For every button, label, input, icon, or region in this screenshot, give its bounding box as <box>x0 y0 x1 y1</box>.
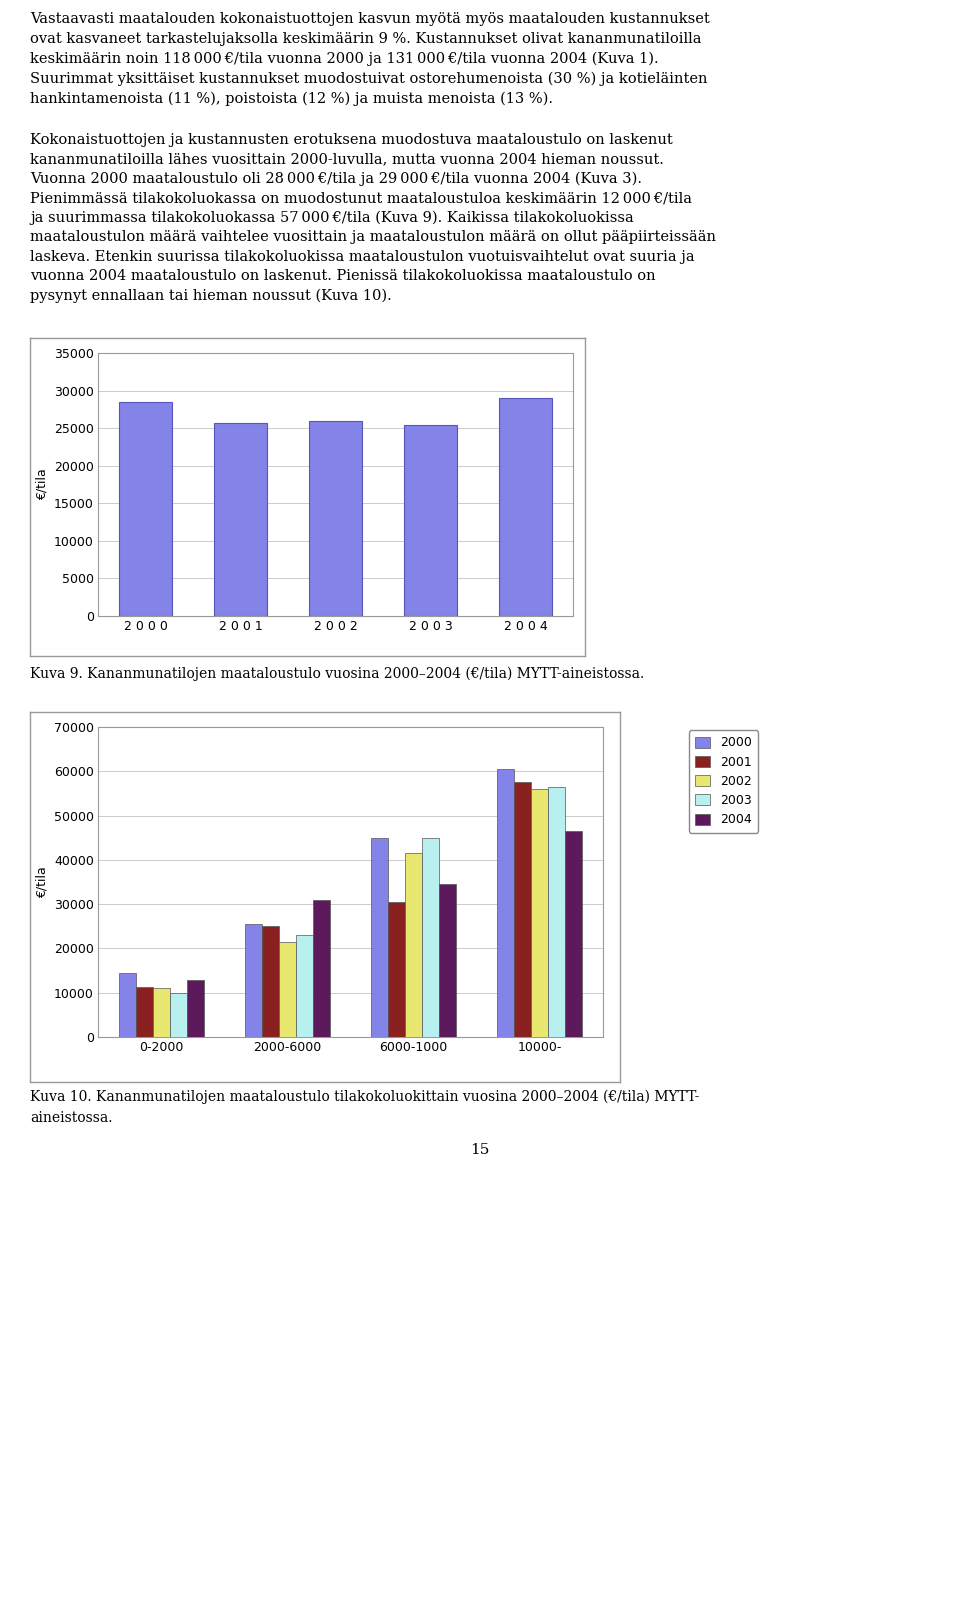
Text: aineistossa.: aineistossa. <box>30 1112 112 1124</box>
Text: Kuva 9. Kananmunatilojen maataloustulo vuosina 2000–2004 (€/tila) MYTT-aineistos: Kuva 9. Kananmunatilojen maataloustulo v… <box>30 667 644 682</box>
Bar <box>262 926 278 1038</box>
Text: 15: 15 <box>470 1144 490 1158</box>
Bar <box>296 935 313 1038</box>
Text: Kokonaistuottojen ja kustannusten erotuksena muodostuva maataloustulo on laskenu: Kokonaistuottojen ja kustannusten erotuk… <box>30 133 673 148</box>
Bar <box>388 901 405 1038</box>
Bar <box>404 425 457 616</box>
Text: Vuonna 2000 maataloustulo oli 28 000 €/tila ja 29 000 €/tila vuonna 2004 (Kuva 3: Vuonna 2000 maataloustulo oli 28 000 €/t… <box>30 172 642 186</box>
Bar <box>515 783 531 1038</box>
Bar <box>245 924 262 1038</box>
Text: pysynyt ennallaan tai hieman noussut (Kuva 10).: pysynyt ennallaan tai hieman noussut (Ku… <box>30 289 392 303</box>
Text: ja suurimmassa tilakokoluokassa 57 000 €/tila (Kuva 9). Kaikissa tilakokoluokiss: ja suurimmassa tilakokoluokassa 57 000 €… <box>30 210 634 225</box>
Bar <box>214 423 267 616</box>
Bar <box>170 993 186 1038</box>
Text: Vastaavasti maatalouden kokonaistuottojen kasvun myötä myös maatalouden kustannu: Vastaavasti maatalouden kokonaistuottoje… <box>30 11 709 26</box>
Bar <box>278 942 296 1038</box>
Text: maataloustulon määrä vaihtelee vuosittain ja maataloustulon määrä on ollut pääpi: maataloustulon määrä vaihtelee vuosittai… <box>30 231 716 244</box>
Y-axis label: €/tila: €/tila <box>36 866 48 898</box>
Bar <box>186 980 204 1038</box>
Bar <box>371 837 388 1038</box>
Text: ovat kasvaneet tarkastelujaksolla keskimäärin 9 %. Kustannukset olivat kananmuna: ovat kasvaneet tarkastelujaksolla keskim… <box>30 32 702 47</box>
Bar <box>135 988 153 1038</box>
Text: Pienimmässä tilakokoluokassa on muodostunut maataloustuloa keskimäärin 12 000 €/: Pienimmässä tilakokoluokassa on muodostu… <box>30 191 692 205</box>
Text: laskeva. Etenkin suurissa tilakokoluokissa maataloustulon vuotuisvaihtelut ovat : laskeva. Etenkin suurissa tilakokoluokis… <box>30 250 695 263</box>
Bar <box>153 988 170 1038</box>
Bar <box>565 831 583 1038</box>
Bar <box>548 788 565 1038</box>
Bar <box>119 403 172 616</box>
Bar <box>309 420 362 616</box>
Bar <box>313 900 330 1038</box>
Text: Kuva 10. Kananmunatilojen maataloustulo tilakokoluokittain vuosina 2000–2004 (€/: Kuva 10. Kananmunatilojen maataloustulo … <box>30 1091 700 1105</box>
Text: keskimäärin noin 118 000 €/tila vuonna 2000 ja 131 000 €/tila vuonna 2004 (Kuva : keskimäärin noin 118 000 €/tila vuonna 2… <box>30 51 659 66</box>
Bar <box>118 972 135 1038</box>
Bar <box>422 837 439 1038</box>
Text: vuonna 2004 maataloustulo on laskenut. Pienissä tilakokoluokissa maataloustulo o: vuonna 2004 maataloustulo on laskenut. P… <box>30 269 656 284</box>
Text: kananmunatiloilla lähes vuosittain 2000-luvulla, mutta vuonna 2004 hieman noussu: kananmunatiloilla lähes vuosittain 2000-… <box>30 152 664 167</box>
Text: Suurimmat yksittäiset kustannukset muodostuivat ostorehumenoista (30 %) ja kotie: Suurimmat yksittäiset kustannukset muodo… <box>30 72 708 85</box>
Bar <box>531 789 548 1038</box>
Legend: 2000, 2001, 2002, 2003, 2004: 2000, 2001, 2002, 2003, 2004 <box>689 730 758 832</box>
Bar <box>499 398 552 616</box>
Y-axis label: €/tila: €/tila <box>36 468 48 500</box>
Bar <box>439 884 456 1038</box>
Bar <box>405 853 422 1038</box>
Bar <box>497 768 515 1038</box>
Text: hankintamenoista (11 %), poistoista (12 %) ja muista menoista (13 %).: hankintamenoista (11 %), poistoista (12 … <box>30 91 553 106</box>
